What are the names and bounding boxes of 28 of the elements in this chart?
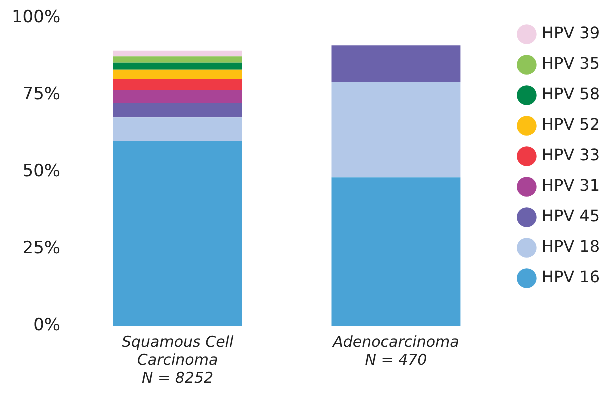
legend-label: HPV 18 <box>542 237 600 256</box>
bar <box>113 118 242 142</box>
legend-label: HPV 58 <box>542 84 600 104</box>
y-tick-label: 100% <box>12 8 61 28</box>
bar <box>113 70 242 80</box>
legend-label: HPV 45 <box>542 206 600 226</box>
bar <box>332 82 461 178</box>
legend-label: HPV 31 <box>542 176 600 196</box>
legend-label: HPV 52 <box>542 115 600 134</box>
x-tick-label: Adenocarcinoma N = 470 <box>332 332 460 369</box>
y-tick-label: 0% <box>34 315 61 336</box>
bar <box>113 56 242 63</box>
bar <box>332 46 461 82</box>
bar <box>113 141 242 326</box>
legend-label: HPV 16 <box>542 268 600 287</box>
bar <box>113 103 242 118</box>
bar <box>113 62 242 70</box>
legend-label: HPV 33 <box>542 146 600 165</box>
bar <box>113 50 242 57</box>
legend-label: HPV 39 <box>542 24 600 43</box>
bar <box>113 79 242 90</box>
bar <box>113 90 242 104</box>
x-tick-label: Squamous Cell Carcinoma N = 8252 <box>122 332 234 387</box>
legend-label: HPV 35 <box>542 54 600 74</box>
y-tick-label: 75% <box>22 84 61 105</box>
bar <box>332 178 461 326</box>
y-tick-label: 50% <box>22 162 61 182</box>
y-tick-label: 25% <box>22 238 61 258</box>
